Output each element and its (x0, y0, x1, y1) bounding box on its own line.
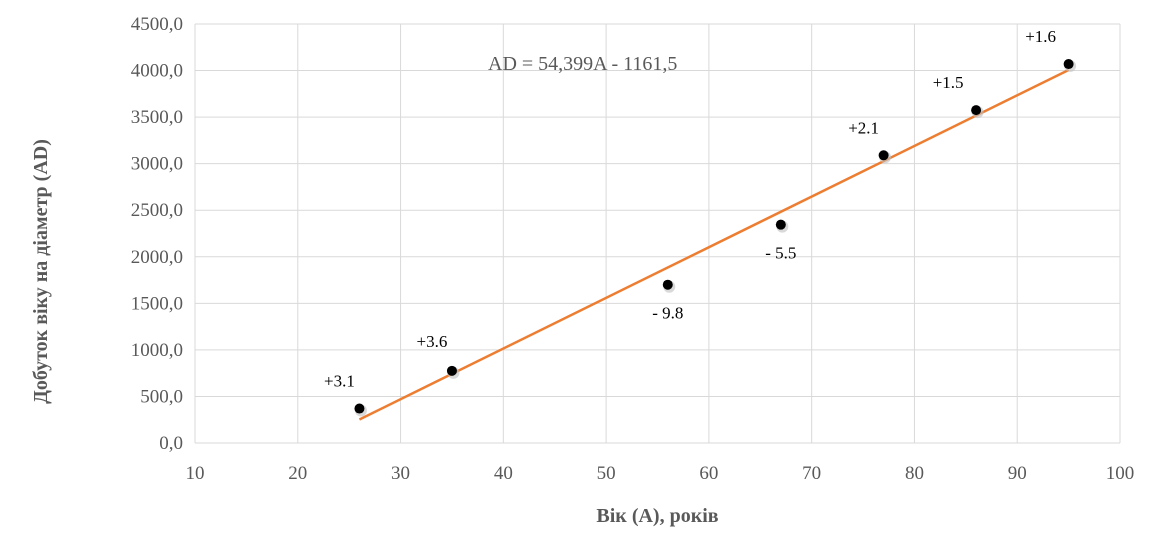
data-points (354, 59, 1077, 417)
x-tick-label: 100 (1106, 463, 1135, 484)
data-label: +3.6 (417, 332, 448, 351)
x-tick-label: 60 (699, 463, 718, 484)
data-point (662, 279, 673, 290)
y-tick-label: 0,0 (159, 433, 183, 454)
y-tick-label: 1000,0 (131, 340, 183, 361)
trendline-equation: AD = 54,399A - 1161,5 (488, 53, 677, 75)
x-tick-label: 40 (494, 463, 513, 484)
x-tick-label: 70 (802, 463, 821, 484)
x-axis-title: Вік (А), років (596, 505, 718, 527)
x-tick-label: 90 (1008, 463, 1027, 484)
x-tick-label: 80 (905, 463, 924, 484)
x-tick-label: 30 (391, 463, 410, 484)
y-tick-label: 500,0 (140, 386, 183, 407)
y-axis-ticks: 0,0 500,0 1000,0 1500,0 2000,0 2500,0 3000,0 35… (131, 14, 183, 454)
grid (194, 23, 1121, 444)
y-tick-label: 4000,0 (131, 61, 183, 82)
data-label: - 9.8 (652, 304, 683, 323)
x-axis-ticks: 10 20 30 40 50 60 70 80 90 100 (186, 463, 1135, 484)
data-label: +1.6 (1025, 27, 1056, 46)
y-tick-label: 2000,0 (131, 247, 183, 268)
data-label: - 5.5 (765, 244, 796, 263)
y-axis-title: Добуток віку на діаметр (AD) (30, 139, 52, 404)
trendline (358, 68, 1070, 421)
data-point (354, 403, 365, 414)
y-tick-label: 3000,0 (131, 154, 183, 175)
data-label: +2.1 (848, 118, 879, 137)
data-point (1063, 59, 1074, 70)
data-labels: +3.1 +3.6 - 9.8 - 5.5 +2.1 +1.5 +1.6 (324, 27, 1056, 391)
x-tick-label: 20 (288, 463, 307, 484)
x-tick-label: 10 (186, 463, 205, 484)
data-point (775, 219, 786, 230)
data-point (446, 365, 457, 376)
data-point (971, 105, 982, 116)
data-label: +3.1 (324, 372, 355, 391)
y-tick-label: 4500,0 (131, 14, 183, 35)
y-tick-label: 2500,0 (131, 200, 183, 221)
x-tick-label: 50 (597, 463, 616, 484)
data-point (878, 150, 889, 161)
data-label: +1.5 (933, 73, 964, 92)
y-tick-label: 1500,0 (131, 293, 183, 314)
y-tick-label: 3500,0 (131, 107, 183, 128)
